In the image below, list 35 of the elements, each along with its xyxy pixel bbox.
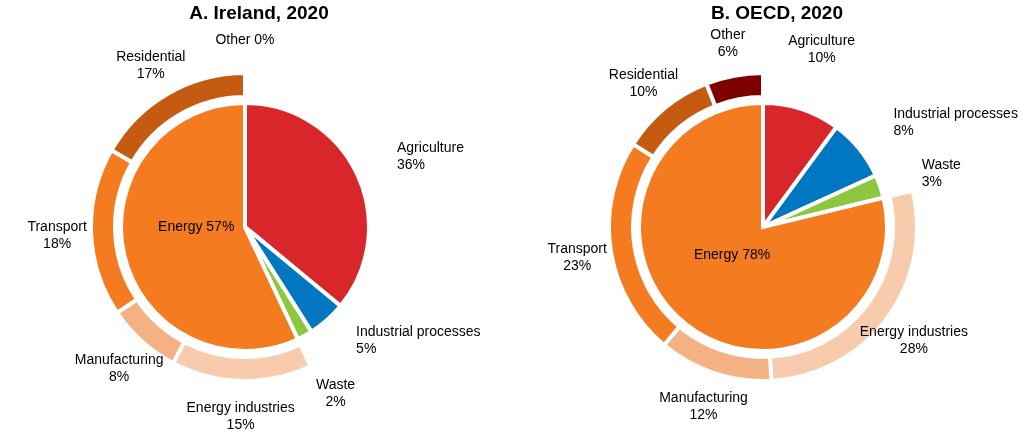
slice-label: Industrial processes	[893, 105, 1018, 122]
data-label: 8%	[109, 367, 130, 384]
slice-label: Residential	[116, 48, 186, 65]
data-label: 15%	[226, 415, 255, 432]
slice-label: Energy industries	[859, 323, 968, 340]
data-label: 18%	[43, 234, 72, 251]
slice-label: Energy 57%	[158, 217, 235, 234]
slice-label: Manufacturing	[74, 350, 164, 367]
chart-title: B. OECD, 2020	[710, 2, 844, 24]
slice-label: Transport	[27, 217, 87, 234]
data-label: 3%	[921, 173, 942, 190]
slice-label: Agriculture	[788, 32, 856, 49]
slice-label: Energy 78%	[693, 246, 771, 263]
slice-label: Other	[710, 26, 746, 43]
chart-title: A. Ireland, 2020	[188, 2, 330, 24]
slice-label: Agriculture	[397, 139, 465, 156]
slice-label: Energy industries	[186, 398, 295, 415]
slice-label: Manufacturing	[659, 389, 748, 406]
data-label: 8%	[893, 122, 914, 139]
data-label: 2%	[325, 392, 346, 409]
category-label: Other 0%	[215, 31, 275, 47]
slice-label: Residential	[608, 65, 679, 82]
slice-label: Waste	[315, 375, 356, 392]
slice-label: Industrial processes	[356, 323, 481, 340]
data-label: 36%	[397, 156, 426, 173]
slice-label: Waste	[921, 156, 962, 173]
data-label: 5%	[356, 340, 377, 357]
data-label: 23%	[563, 256, 592, 273]
data-label: 28%	[899, 340, 928, 357]
data-label: 6%	[717, 43, 738, 60]
slice-label: Transport	[547, 239, 607, 256]
data-label: 10%	[629, 82, 658, 99]
data-label: 17%	[136, 65, 165, 82]
data-label: 10%	[807, 49, 836, 66]
data-label: 12%	[689, 406, 718, 423]
